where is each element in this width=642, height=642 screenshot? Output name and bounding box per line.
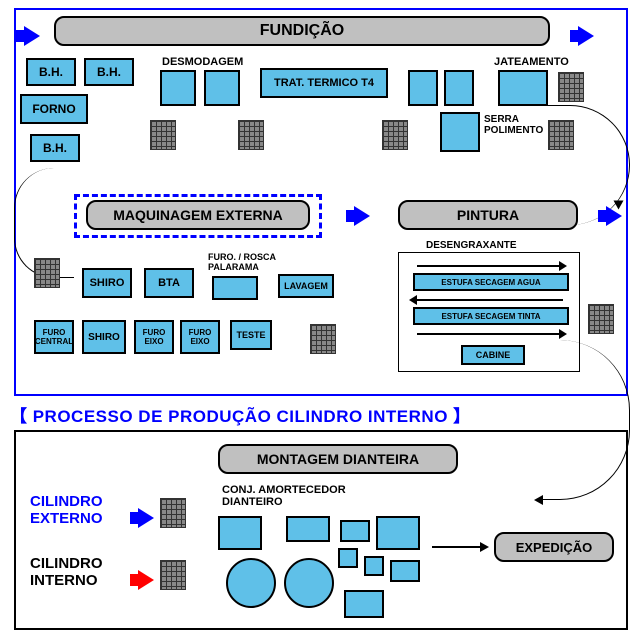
conj-box-7 — [390, 560, 420, 582]
exp-arrow — [480, 542, 489, 552]
jateamento-box — [498, 70, 548, 106]
arrow-out-pintura — [606, 206, 622, 226]
bh-box-2: B.H. — [84, 58, 134, 86]
montagem-header: MONTAGEM DIANTEIRA — [218, 444, 458, 474]
arrow-out-fundicao — [578, 26, 594, 46]
serra-box — [440, 112, 480, 152]
conj-box-3 — [340, 520, 370, 542]
grid-icon-10 — [160, 560, 186, 590]
conj-box-1 — [218, 516, 262, 550]
desengraxante-label: DESENGRAXANTE — [426, 240, 517, 251]
desmodagem-box-2 — [204, 70, 240, 106]
arrow-in-fundicao — [24, 26, 40, 46]
bta-box: BTA — [144, 268, 194, 298]
grid-icon-8 — [588, 304, 614, 334]
cilindro-externo-label: CILINDRO EXTERNO — [30, 494, 130, 527]
grid-icon-1 — [558, 72, 584, 102]
desmodagem-label: DESMODAGEM — [162, 56, 243, 68]
furo-eixo-box-2: FURO EIXO — [180, 320, 220, 354]
cabine-box: CABINE — [461, 345, 525, 365]
conj-circle-2 — [284, 558, 334, 608]
expedicao-header: EXPEDIÇÃO — [494, 532, 614, 562]
conj-box-2 — [286, 516, 330, 542]
exp-line — [432, 546, 482, 548]
cilindro-interno-label: CILINDRO INTERNO — [30, 556, 130, 589]
jateamento-label: JATEAMENTO — [494, 56, 569, 68]
processo-title: 【 PROCESSO DE PRODUÇÃO CILINDRO INTERNO … — [10, 402, 471, 427]
furo-eixo-box-1: FURO EIXO — [134, 320, 174, 354]
furo-rosca-box — [212, 276, 258, 300]
desmodagem-box-1 — [160, 70, 196, 106]
shiro-box-1: SHIRO — [82, 268, 132, 298]
grid-icon-4 — [382, 120, 408, 150]
bh-box-3: B.H. — [30, 134, 80, 162]
forno-box: FORNO — [20, 94, 88, 124]
arrow-cilindro-externo — [138, 508, 154, 528]
furo-rosca-label: FURO. / ROSCA PALARAMA — [208, 252, 298, 272]
arrow-cilindro-interno — [138, 570, 154, 590]
conj-label: CONJ. AMORTECEDOR DIANTEIRO — [222, 484, 382, 508]
bh-box-1: B.H. — [26, 58, 76, 86]
teste-box: TESTE — [230, 320, 272, 350]
pintura-header: PINTURA — [398, 200, 578, 230]
grid-icon-6 — [34, 258, 60, 288]
furo-central-box: FURO CENTRAL — [34, 320, 74, 354]
conj-circle-1 — [226, 558, 276, 608]
estufa-agua-box: ESTUFA SECAGEM AGUA — [413, 273, 569, 291]
shiro-box-2: SHIRO — [82, 320, 126, 354]
arrow-maq-pint — [354, 206, 370, 226]
grid-icon-7 — [310, 324, 336, 354]
trat-termico-box: TRAT. TERMICO T4 — [260, 68, 388, 98]
process-diagram: FUNDIÇÃO B.H. B.H. DESMODAGEM TRAT. TERM… — [0, 0, 642, 642]
grid-icon-3 — [238, 120, 264, 150]
conj-box-8 — [344, 590, 384, 618]
jate-box-2 — [444, 70, 474, 106]
conj-box-4 — [376, 516, 420, 550]
conj-box-5 — [338, 548, 358, 568]
grid-icon-9 — [160, 498, 186, 528]
estufa-tinta-box: ESTUFA SECAGEM TINTA — [413, 307, 569, 325]
maquinagem-header: MAQUINAGEM EXTERNA — [86, 200, 310, 230]
lavagem-box: LAVAGEM — [278, 274, 334, 298]
conj-box-6 — [364, 556, 384, 576]
fundicao-header: FUNDIÇÃO — [54, 16, 550, 46]
jate-box-1 — [408, 70, 438, 106]
grid-icon-2 — [150, 120, 176, 150]
